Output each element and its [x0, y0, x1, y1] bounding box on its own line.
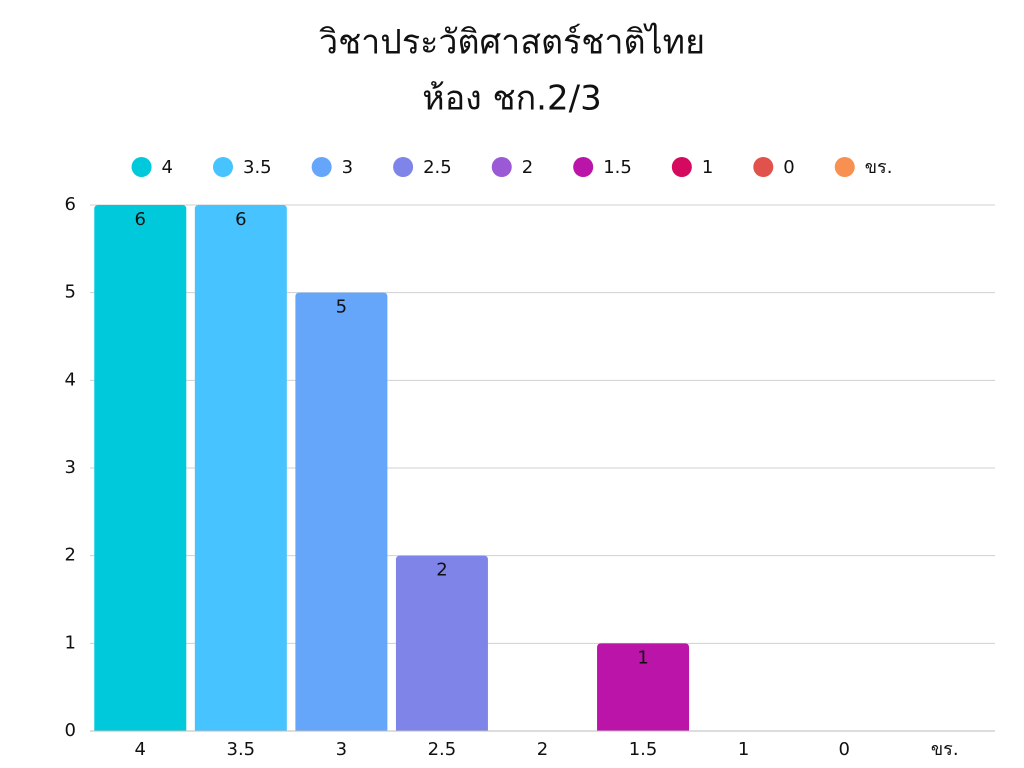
x-tick-label: 0	[838, 739, 849, 760]
chart-subtitle: ห้อง ชก.2/3	[422, 79, 601, 119]
legend-label: 1	[702, 157, 713, 178]
bar	[395, 555, 488, 731]
chart-title: วิชาประวัติศาสตร์ชาติไทย	[319, 23, 705, 63]
legend-label: 2.5	[423, 157, 452, 178]
value-label: 6	[135, 209, 146, 230]
legend-marker	[131, 157, 152, 177]
legend-label: 3.5	[243, 157, 272, 178]
legend-label: ขร.	[865, 157, 893, 178]
value-label: 5	[336, 297, 347, 318]
legend-marker	[834, 157, 855, 177]
legend-label: 3	[342, 157, 353, 178]
x-tick-label: 3.5	[227, 739, 256, 760]
value-label: 1	[637, 647, 648, 668]
legend-marker	[213, 157, 234, 177]
legend-marker	[753, 157, 774, 177]
x-tick-label: 4	[135, 739, 146, 760]
x-tick-label: 1	[738, 739, 749, 760]
value-label: 2	[436, 560, 447, 581]
x-tick-label: 2.5	[428, 739, 457, 760]
y-tick-label: 3	[65, 457, 76, 478]
bar	[597, 643, 690, 731]
x-tick-label: ขร.	[931, 739, 959, 760]
y-tick-label: 5	[65, 282, 76, 303]
legend-label: 4	[162, 157, 173, 178]
bar	[94, 205, 187, 731]
x-tick-label: 2	[537, 739, 548, 760]
y-tick-label: 4	[65, 369, 76, 390]
bar	[295, 292, 388, 731]
legend-marker	[393, 157, 414, 177]
y-tick-label: 6	[65, 194, 76, 215]
y-tick-label: 0	[65, 720, 76, 741]
legend-label: 2	[522, 157, 533, 178]
x-tick-label: 3	[336, 739, 347, 760]
legend-marker	[573, 157, 594, 177]
legend-label: 0	[783, 157, 794, 178]
legend-marker	[671, 157, 692, 177]
x-tick-label: 1.5	[629, 739, 658, 760]
legend-label: 1.5	[603, 157, 632, 178]
y-tick-label: 1	[65, 632, 76, 653]
value-label: 6	[235, 209, 246, 230]
legend-marker	[311, 157, 332, 177]
y-tick-label: 2	[65, 545, 76, 566]
bar	[194, 205, 287, 731]
legend-marker	[491, 157, 512, 177]
